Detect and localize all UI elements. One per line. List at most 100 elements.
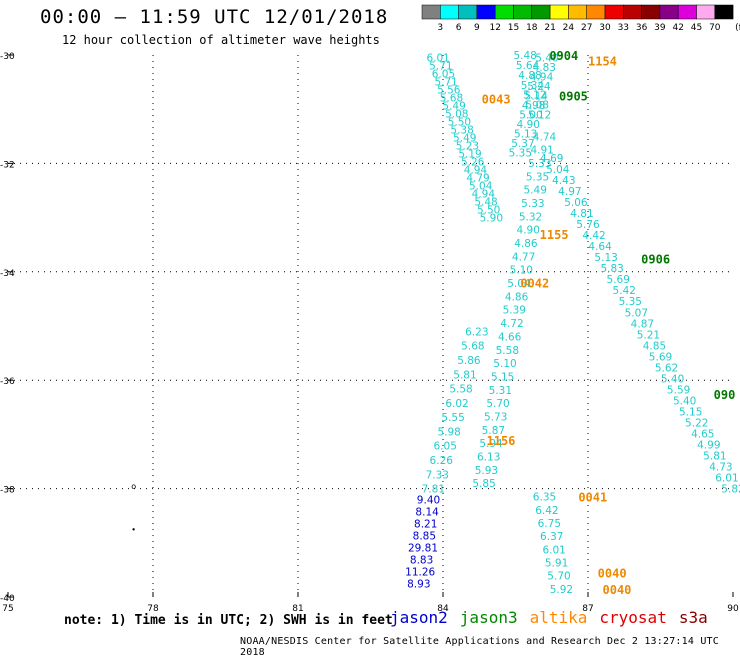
swh-value: 6.01 xyxy=(426,53,449,65)
legend-swatch xyxy=(659,4,679,20)
swh-value: 4.94 xyxy=(530,72,554,84)
swh-value: 5.39 xyxy=(503,305,526,317)
swh-value: 4.77 xyxy=(512,251,535,263)
swh-value: 5.40 xyxy=(673,395,696,407)
swh-value: 5.13 xyxy=(594,252,617,264)
swh-value: 5.24 xyxy=(527,81,551,93)
island-marker: o xyxy=(131,482,136,491)
legend-swatch xyxy=(568,4,587,20)
swh-value: 5.81 xyxy=(703,451,726,463)
swh-value: 5.87 xyxy=(482,425,505,437)
swh-value: 4.72 xyxy=(500,318,523,330)
swh-value: 4.98 xyxy=(522,100,545,112)
swh-value: 5.04 xyxy=(469,181,493,193)
swh-value: 4.85 xyxy=(643,340,666,352)
swh-value: 5.35 xyxy=(619,296,642,308)
legend-unit: (ft) xyxy=(735,23,740,33)
swh-value: 5.13 xyxy=(514,129,537,141)
swh-value: 5.94 xyxy=(479,438,503,450)
map-grid xyxy=(7,54,734,598)
lat-label: -30 xyxy=(0,52,15,62)
swh-value: 5.26 xyxy=(461,157,485,169)
swh-value: 5.07 xyxy=(625,307,648,319)
lon-label: 75 xyxy=(2,604,13,614)
swh-value: 5.91 xyxy=(545,558,568,570)
pass-time-label: 0043 xyxy=(482,92,511,106)
swh-value: 5.21 xyxy=(637,329,660,341)
swh-value: 11.26 xyxy=(405,566,435,578)
swh-value: 5.04 xyxy=(546,164,570,176)
swh-value: 29.81 xyxy=(408,542,438,554)
swh-value: 4.81 xyxy=(570,208,593,220)
swh-value: 4.97 xyxy=(558,186,581,198)
legend-swatch xyxy=(494,4,514,20)
swh-value: 5.58 xyxy=(496,345,519,357)
swh-value: 5.10 xyxy=(510,265,533,277)
swh-value: 6.05 xyxy=(434,441,457,453)
swh-value: 5.15 xyxy=(491,371,514,383)
swh-value: 5.15 xyxy=(679,406,702,418)
legend-swatch xyxy=(714,4,734,20)
legend-tick-label: 3 xyxy=(437,23,443,33)
swh-value: 5.40 xyxy=(535,53,558,65)
swh-value: 5.40 xyxy=(661,373,684,385)
altimeter-tracks: 6.015.716.055.715.565.685.495.085.505.38… xyxy=(405,50,740,596)
swh-value: 6.35 xyxy=(533,492,556,504)
swh-value: 5.68 xyxy=(440,93,463,105)
legend-swatch xyxy=(696,4,716,20)
legend-swatch xyxy=(641,4,661,20)
satellite-label-cryosat: cryosat xyxy=(599,608,667,627)
swh-value: 5.37 xyxy=(511,138,534,150)
legend-tick-label: 33 xyxy=(618,23,629,33)
swh-value: 6.13 xyxy=(477,451,500,463)
legend-tick-label: 27 xyxy=(581,23,592,33)
legend-tick-label: 6 xyxy=(456,23,462,33)
swh-value: 5.70 xyxy=(486,398,509,410)
swh-value: 5.49 xyxy=(453,133,476,145)
pass-time-labels: 0904 1154 0043 0905 1155 0906 0042 090 1156 0041 0… xyxy=(482,49,736,597)
swh-value: 5.58 xyxy=(449,384,472,396)
swh-value: 9.40 xyxy=(417,494,440,506)
legend-tick-label: 36 xyxy=(636,23,648,33)
credit-line: NOAA/NESDIS Center for Satellite Applica… xyxy=(240,636,719,658)
pass-time-label: 0904 xyxy=(549,49,578,63)
swh-value: 5.55 xyxy=(441,412,464,424)
swh-value: 5.48 xyxy=(513,50,536,62)
swh-value: 5.49 xyxy=(524,185,547,197)
satellite-label-altika: altika xyxy=(529,608,588,627)
island-marker: • xyxy=(131,525,136,534)
swh-value: 6.75 xyxy=(538,518,561,530)
swh-value: 5.64 xyxy=(516,60,540,72)
legend-tick-label: 30 xyxy=(599,23,611,33)
swh-value: 5.71 xyxy=(434,77,457,89)
swh-value: 5.33 xyxy=(528,158,551,170)
swh-value: 4.74 xyxy=(533,131,557,143)
swh-value: 8.83 xyxy=(410,554,433,566)
swh-value: 5.70 xyxy=(547,571,570,583)
swh-value: 5.50 xyxy=(477,205,500,217)
swh-value: 6.26 xyxy=(430,455,454,467)
legend-swatch xyxy=(476,4,496,20)
footer-note: note: 1) Time is in UTC; 2) SWH is in fe… xyxy=(64,613,393,628)
swh-value: 5.08 xyxy=(526,100,549,112)
swh-value: 5.82 xyxy=(721,484,740,496)
lat-label: -40 xyxy=(0,594,15,604)
swh-value: 4.42 xyxy=(582,230,605,242)
satellite-label-s3a: s3a xyxy=(678,608,708,627)
lon-label: 90 xyxy=(727,604,739,614)
swh-value: 5.22 xyxy=(685,417,708,429)
swh-value: 6.05 xyxy=(432,69,455,81)
map-markers: o• xyxy=(131,482,136,534)
swh-value: 5.50 xyxy=(448,117,471,129)
legend-tick-label: 9 xyxy=(474,23,480,33)
swh-value: 4.43 xyxy=(552,175,575,187)
swh-value: 4.73 xyxy=(709,462,732,474)
lon-label: 78 xyxy=(147,604,159,614)
swh-value: 5.19 xyxy=(458,149,481,161)
legend-swatch xyxy=(677,4,697,20)
legend-swatch xyxy=(440,4,459,20)
satellite-label-jason3: jason3 xyxy=(459,608,518,627)
swh-value: 5.14 xyxy=(525,91,549,103)
swh-value: 4.99 xyxy=(697,440,720,452)
swh-value: 8.93 xyxy=(407,578,430,590)
